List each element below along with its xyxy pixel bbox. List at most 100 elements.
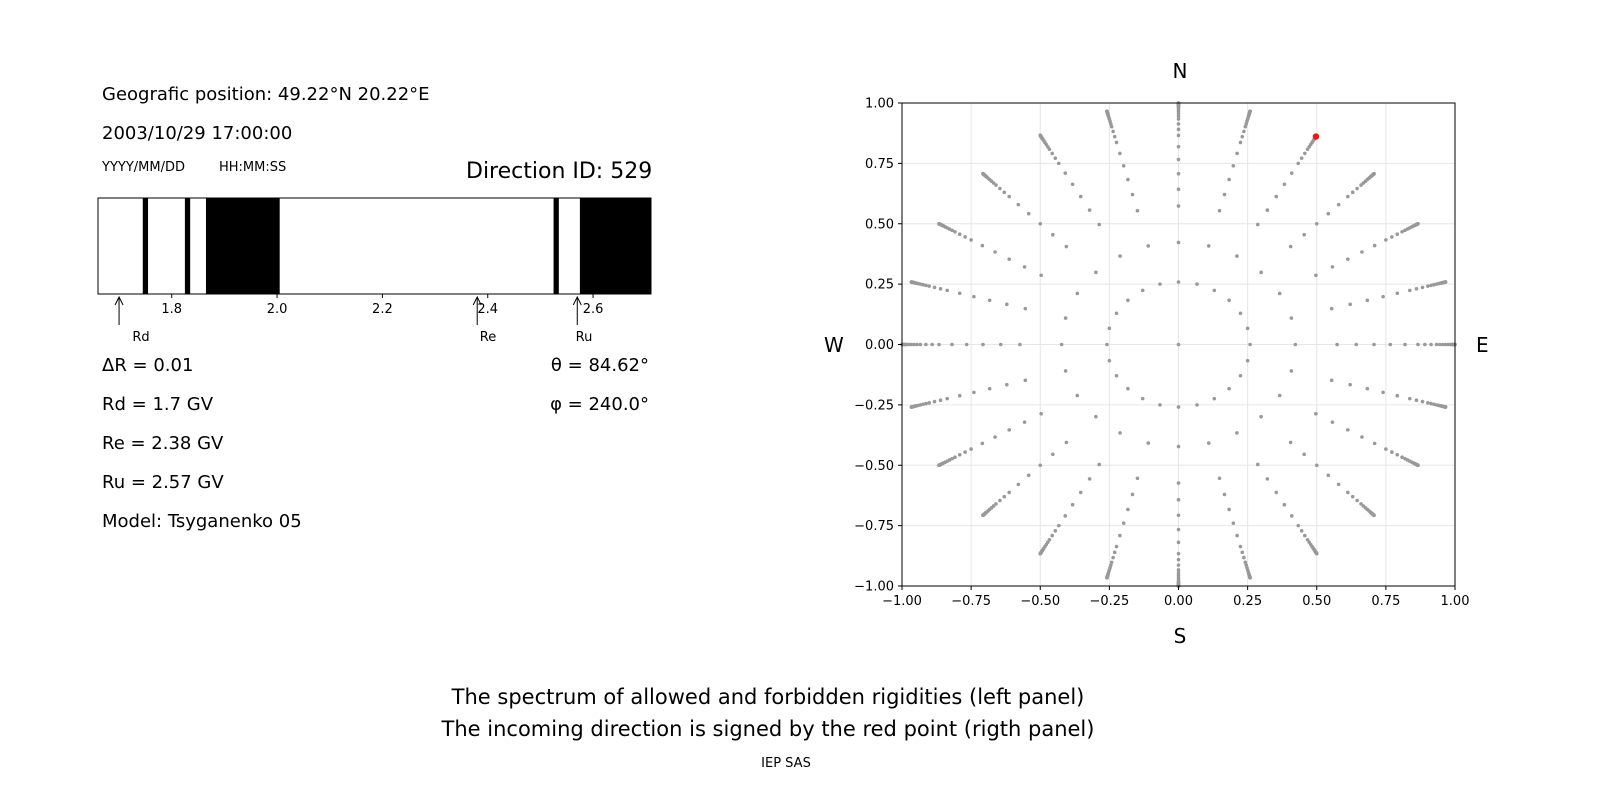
direction-point xyxy=(1195,282,1199,286)
direction-point xyxy=(994,183,998,187)
direction-point xyxy=(1053,156,1058,160)
direction-point xyxy=(1423,342,1427,347)
forbidden-band xyxy=(553,198,559,294)
direction-point xyxy=(1118,431,1122,435)
direction-point xyxy=(1094,270,1098,275)
direction-point xyxy=(972,294,976,299)
direction-point xyxy=(1277,291,1282,296)
direction-point xyxy=(1255,462,1260,467)
direction-point xyxy=(1176,114,1181,118)
direction-point xyxy=(1051,232,1055,237)
map-y-tick-label: −0.75 xyxy=(854,519,894,534)
direction-point xyxy=(912,342,916,347)
direction-point xyxy=(1414,398,1419,402)
direction-point xyxy=(1299,529,1304,533)
direction-point xyxy=(1039,411,1043,416)
date-time: 2003/10/29 17:00:00 xyxy=(102,123,293,144)
direction-point xyxy=(1235,533,1239,538)
date-format-label: YYYY/MM/DD xyxy=(102,160,185,175)
caption-line-2: The incoming direction is signed by the … xyxy=(441,717,1095,741)
direction-point xyxy=(1255,222,1260,227)
direction-point xyxy=(1078,490,1083,495)
direction-point xyxy=(1238,140,1243,145)
direction-point xyxy=(987,298,992,303)
direction-point xyxy=(998,498,1002,503)
direction-point xyxy=(987,386,992,391)
direction-point xyxy=(1064,440,1069,445)
direction-point xyxy=(1388,342,1393,347)
direction-point xyxy=(1070,502,1075,507)
direction-point xyxy=(1302,452,1306,457)
direction-point xyxy=(1238,544,1243,549)
direction-point xyxy=(1265,477,1270,481)
direction-point xyxy=(1441,342,1445,347)
direction-point xyxy=(1112,550,1117,555)
direction-point xyxy=(1242,129,1246,134)
direction-point xyxy=(1365,386,1370,391)
direction-point xyxy=(930,342,934,347)
direction-point xyxy=(1400,455,1404,460)
direction-point xyxy=(998,186,1002,191)
direction-point xyxy=(945,288,950,293)
direction-point xyxy=(1063,514,1068,518)
direction-point xyxy=(1240,134,1245,139)
direction-point xyxy=(918,342,923,347)
marker-label-ru: Ru xyxy=(575,330,593,345)
direction-point xyxy=(1416,342,1420,347)
direction-point xyxy=(1022,420,1027,424)
direction-point xyxy=(1176,204,1181,208)
direction-point xyxy=(1274,490,1279,495)
direction-point xyxy=(1282,182,1287,187)
direction-point xyxy=(1176,527,1181,532)
direction-point xyxy=(1050,151,1055,156)
direction-point xyxy=(1354,342,1359,347)
direction-point xyxy=(980,441,985,446)
direction-point xyxy=(964,342,969,347)
direction-point xyxy=(1051,452,1055,457)
direction-point xyxy=(1350,190,1355,195)
direction-point xyxy=(1070,182,1075,187)
re-value: Re = 2.38 GV xyxy=(102,433,224,454)
direction-point xyxy=(1438,342,1442,347)
direction-point xyxy=(1118,151,1122,156)
direction-point xyxy=(1395,232,1400,236)
direction-point xyxy=(1176,568,1181,572)
direction-point xyxy=(1348,382,1352,387)
spectrum-tick-label: 2.6 xyxy=(583,302,604,317)
direction-point xyxy=(1146,244,1151,248)
direction-point xyxy=(1075,393,1080,398)
spectrum-tick-label: 2.4 xyxy=(477,302,498,317)
direction-point xyxy=(1222,192,1227,197)
direction-point xyxy=(1277,393,1282,398)
direction-point xyxy=(932,399,937,404)
direction-point xyxy=(1372,243,1377,248)
direction-point xyxy=(1022,265,1027,269)
north-label: N xyxy=(1172,59,1188,83)
caption-line-1: The spectrum of allowed and forbidden ri… xyxy=(451,685,1085,709)
direction-point xyxy=(1443,280,1448,284)
direction-point xyxy=(1302,533,1307,538)
direction-point xyxy=(1359,502,1363,506)
direction-point xyxy=(994,502,998,506)
map-x-tick-label: 0.50 xyxy=(1302,594,1331,609)
direction-point xyxy=(1434,342,1439,347)
direction-point xyxy=(1023,306,1028,311)
direction-point xyxy=(1176,497,1181,502)
map-x-tick-label: 0.00 xyxy=(1164,594,1193,609)
direction-point xyxy=(1176,551,1181,556)
direction-point xyxy=(1059,342,1064,347)
direction-point xyxy=(1335,342,1339,347)
direction-point xyxy=(1118,254,1122,258)
direction-point xyxy=(1176,144,1181,149)
direction-point xyxy=(909,405,914,409)
marker-label-rd: Rd xyxy=(132,330,150,345)
direction-point xyxy=(1420,285,1425,290)
direction-point xyxy=(1416,221,1420,226)
direction-point xyxy=(1426,401,1430,405)
direction-point xyxy=(1038,221,1043,226)
direction-point xyxy=(937,463,941,468)
spectrum-frame xyxy=(97,197,652,295)
direction-point xyxy=(1114,311,1119,316)
direction-point xyxy=(1330,420,1335,424)
direction-point xyxy=(1231,164,1236,168)
